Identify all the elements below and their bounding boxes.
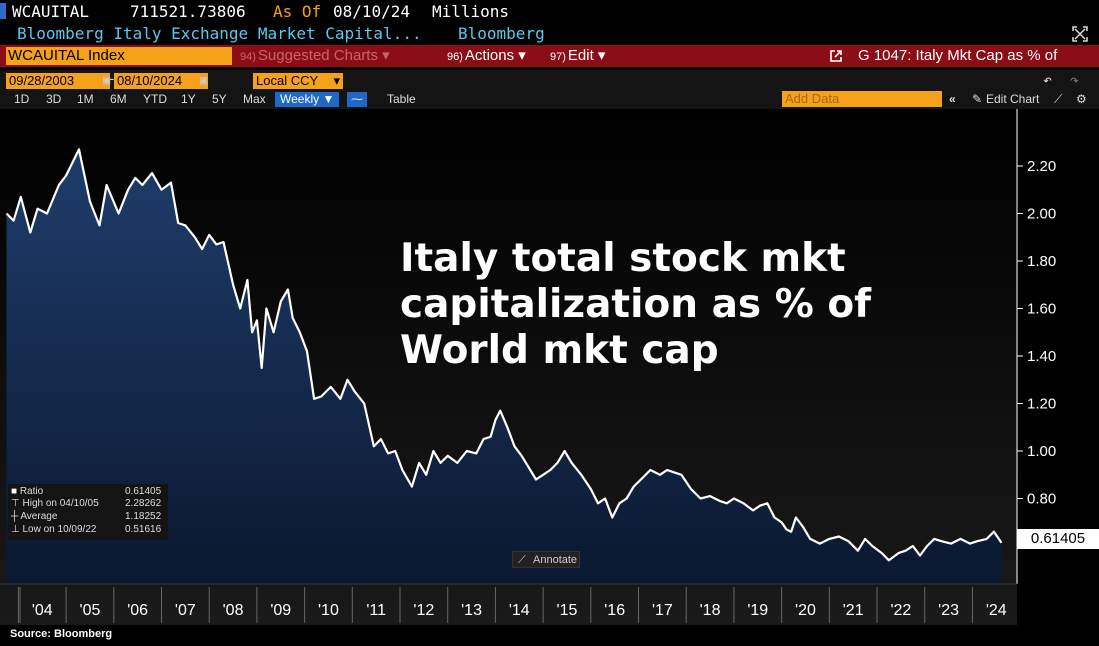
calendar-icon[interactable]: ▣ bbox=[200, 73, 208, 87]
x-tick-label: '22 bbox=[890, 602, 911, 619]
add-data-input[interactable]: Add Data bbox=[782, 91, 942, 107]
suggested-charts-menu[interactable]: 94) Suggested Charts ▾ bbox=[240, 47, 390, 64]
source-footnote: Source: Bloomberg bbox=[10, 628, 113, 640]
frequency-select[interactable]: Weekly ▼ bbox=[275, 92, 340, 107]
x-tick-label: '14 bbox=[509, 602, 530, 619]
legend-low: ⊥ Low on 10/09/22 0.51616 bbox=[11, 524, 162, 535]
date-controls: 09/28/2003 ▣ - 08/10/2024 ▣ Local CCY ▾ ↶… bbox=[0, 70, 1099, 92]
settings-gear-icon[interactable]: ⚙ bbox=[1076, 92, 1087, 106]
x-tick-label: '13 bbox=[461, 602, 482, 619]
actions-menu[interactable]: 96) Actions ▾ bbox=[447, 47, 526, 64]
x-tick-label: '23 bbox=[938, 602, 959, 619]
units: Millions bbox=[432, 2, 510, 21]
pencil-icon[interactable]: ✎ bbox=[972, 92, 983, 106]
y-tick-label: 1.60 bbox=[1027, 301, 1056, 318]
calendar-icon[interactable]: ▣ bbox=[103, 73, 111, 87]
x-tick-label: '09 bbox=[270, 602, 291, 619]
y-axis: 0.80 1.00 1.20 1.40 1.60 1.80 2.00 2.20 bbox=[1017, 158, 1056, 508]
edit-chart-button[interactable]: Edit Chart bbox=[986, 92, 1040, 106]
chart-overlay-title: Italy total stock mkt capitalization as … bbox=[400, 236, 920, 374]
range-3d[interactable]: 3D bbox=[46, 92, 62, 106]
x-tick-label: '19 bbox=[747, 602, 768, 619]
range-5y[interactable]: 5Y bbox=[212, 92, 227, 106]
range-1y[interactable]: 1Y bbox=[181, 92, 196, 106]
x-tick-label: '24 bbox=[986, 602, 1007, 619]
ticker-marker bbox=[0, 3, 6, 19]
x-tick-label: '08 bbox=[223, 602, 244, 619]
ticker-value: 711521.73806 bbox=[130, 2, 246, 21]
x-tick-label: '21 bbox=[843, 602, 864, 619]
redo-icon[interactable]: ↷ bbox=[1070, 71, 1080, 89]
source-name: Bloomberg bbox=[458, 24, 545, 43]
legend-high: ⊤ High on 04/10/05 2.28262 bbox=[11, 498, 162, 509]
series-line[interactable] bbox=[5, 148, 1003, 562]
y-tick-label: 2.20 bbox=[1027, 158, 1056, 175]
chart-title: G 1047: Italy Mkt Cap as % of bbox=[858, 47, 1058, 64]
y-tick-label: 0.80 bbox=[1027, 491, 1056, 508]
security-field[interactable]: WCAUITAL Index bbox=[6, 47, 232, 65]
overlay-line-3: World mkt cap bbox=[400, 328, 719, 373]
x-axis: '04 '05 '06 '07 '08 '09 '10 '11 '12 '13 '14 '15 '16 '… bbox=[17, 587, 1007, 623]
currency-select[interactable]: Local CCY ▾ bbox=[253, 73, 343, 89]
annotate-button[interactable]: ⟋ Annotate bbox=[512, 551, 580, 568]
description-row: Bloomberg Italy Exchange Market Capital.… bbox=[0, 23, 545, 43]
overlay-line-2: capitalization as % of bbox=[400, 282, 872, 327]
x-tick-label: '04 bbox=[32, 602, 53, 619]
table-button[interactable]: Table bbox=[387, 92, 416, 106]
y-tick-label: 1.80 bbox=[1027, 253, 1056, 270]
y-tick-label: 2.00 bbox=[1027, 206, 1056, 223]
last-value-tag: 0.61405 bbox=[1017, 529, 1099, 549]
line-chart-icon[interactable]: ⁓ bbox=[347, 92, 367, 107]
description: Bloomberg Italy Exchange Market Capital.… bbox=[17, 24, 422, 43]
range-ytd[interactable]: YTD bbox=[143, 92, 167, 106]
undo-icon[interactable]: ↶ bbox=[1043, 71, 1053, 89]
header-row: WCAUITAL 711521.73806 As Of 08/10/24 Mil… bbox=[0, 0, 1099, 22]
ticker[interactable]: WCAUITAL bbox=[12, 2, 90, 21]
x-tick-label: '18 bbox=[700, 602, 721, 619]
external-link-icon[interactable] bbox=[829, 49, 843, 63]
overlay-line-1: Italy total stock mkt bbox=[400, 236, 846, 281]
range-max[interactable]: Max bbox=[243, 92, 266, 106]
range-bar: 1D 3D 1M 6M YTD 1Y 5Y Max Weekly ▼ ⁓ Tab… bbox=[0, 90, 1099, 109]
draw-icon[interactable]: ⟋ bbox=[1054, 92, 1063, 106]
collapse-icon[interactable]: « bbox=[949, 92, 956, 106]
x-tick-label: '07 bbox=[175, 602, 196, 619]
start-date-field[interactable]: 09/28/2003 bbox=[6, 73, 110, 89]
legend-series: ■ Ratio 0.61405 bbox=[11, 486, 162, 497]
range-6m[interactable]: 6M bbox=[110, 92, 127, 106]
x-tick-label: '12 bbox=[413, 602, 434, 619]
x-tick-label: '05 bbox=[80, 602, 101, 619]
as-of-date: 08/10/24 bbox=[333, 2, 411, 21]
series-area bbox=[6, 149, 1002, 584]
y-tick-label: 1.20 bbox=[1027, 396, 1056, 413]
as-of-label: As Of bbox=[273, 2, 322, 21]
y-tick-label: 1.00 bbox=[1027, 443, 1056, 460]
range-1d[interactable]: 1D bbox=[14, 92, 30, 106]
command-bar: WCAUITAL Index 94) Suggested Charts ▾ 96)… bbox=[0, 45, 1099, 67]
legend-average: ┼ Average 1.18252 bbox=[11, 511, 162, 522]
y-tick-label: 1.40 bbox=[1027, 348, 1056, 365]
x-tick-label: '15 bbox=[557, 602, 578, 619]
x-tick-label: '20 bbox=[795, 602, 816, 619]
chart-plot[interactable]: 0.801.001.201.401.601.802.002.20 '04'05 '… bbox=[0, 109, 1099, 625]
date-separator: - bbox=[108, 72, 116, 87]
range-1m[interactable]: 1M bbox=[77, 92, 94, 106]
x-tick-label: '16 bbox=[604, 602, 625, 619]
edit-menu[interactable]: 97) Edit ▾ bbox=[550, 47, 606, 64]
x-tick-label: '11 bbox=[366, 602, 386, 619]
expand-icon[interactable] bbox=[1071, 25, 1089, 43]
end-date-field[interactable]: 08/10/2024 bbox=[114, 73, 208, 89]
annotate-icon: ⟋ bbox=[518, 554, 526, 566]
x-tick-label: '17 bbox=[652, 602, 673, 619]
x-tick-label: '06 bbox=[127, 602, 148, 619]
legend-box[interactable]: ■ Ratio 0.61405 ⊤ High on 04/10/05 2.28262… bbox=[8, 484, 168, 540]
x-tick-label: '10 bbox=[318, 602, 339, 619]
